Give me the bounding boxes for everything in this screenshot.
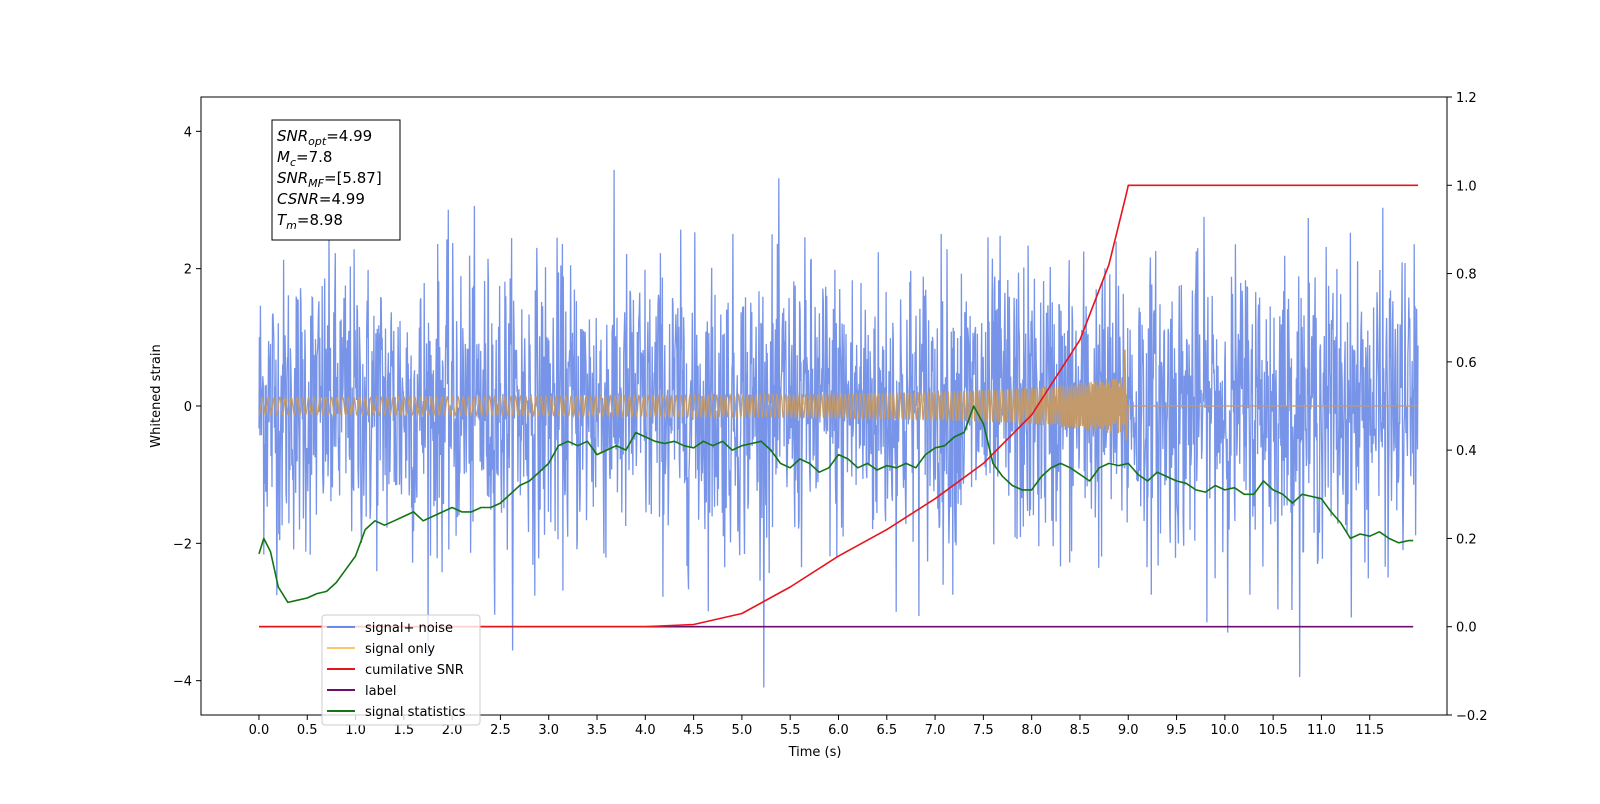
- legend-label: signal only: [365, 642, 435, 657]
- y2-tick-label: 0.6: [1456, 356, 1477, 371]
- series-signal-statistics: [258, 405, 1414, 604]
- x-tick-label: 9.0: [1118, 723, 1139, 738]
- x-tick-label: 0.5: [297, 723, 318, 738]
- x-tick-label: 4.0: [635, 723, 656, 738]
- plot-data: [258, 169, 1419, 688]
- y-tick-label: 4: [184, 125, 192, 140]
- y2-tick-label: 0.8: [1456, 268, 1477, 283]
- y2-tick-label: −0.2: [1456, 709, 1488, 724]
- y2-tick-label: 0.2: [1456, 532, 1477, 547]
- axes: 0.0 0.5 1.0 1.5 2.0 2.5 3.0 3.5 4.0 4.5 5.0 5.5 6.0 6…: [173, 91, 1488, 738]
- plot-area: [258, 169, 1419, 688]
- y-tick-label: 0: [184, 400, 192, 415]
- x-tick-label: 11.5: [1355, 723, 1384, 738]
- y-axis-label: Whitened strain: [149, 344, 164, 447]
- x-tick-label: 5.5: [780, 723, 801, 738]
- x-axis-label: Time (s): [788, 745, 842, 760]
- series-signal-noise: [258, 169, 1419, 688]
- y-tick-label: −2: [173, 537, 192, 552]
- legend-label: signal+ noise: [365, 621, 453, 636]
- legend-frame: [321, 614, 481, 726]
- x-tick-label: 11.0: [1307, 723, 1336, 738]
- x-tick-label: 3.0: [538, 723, 559, 738]
- info-line: Tm=8.98: [277, 211, 343, 232]
- x-tick-label: 4.5: [683, 723, 704, 738]
- legend-label: signal statistics: [365, 705, 466, 720]
- legend-label: label: [365, 684, 396, 699]
- legend: signal+ noise signal only cumilative SNR la…: [321, 614, 481, 726]
- x-tick-label: 10.5: [1259, 723, 1288, 738]
- y2-tick-label: 0.4: [1456, 444, 1477, 459]
- x-tick-label: 1.5: [393, 723, 414, 738]
- y2-tick-label: 1.2: [1456, 91, 1477, 106]
- info-line: SNRopt=4.99: [277, 127, 372, 148]
- x-tick-label: 6.5: [876, 723, 897, 738]
- x-tick-label: 10.0: [1210, 723, 1239, 738]
- series-cumulative-snr: [259, 184, 1418, 628]
- x-tick-label: 9.5: [1166, 723, 1187, 738]
- x-tick-label: 8.0: [1021, 723, 1042, 738]
- info-line: Mc=7.8: [277, 148, 332, 169]
- x-tick-label: 6.0: [828, 723, 849, 738]
- series-signal-only: [258, 378, 1418, 434]
- y-tick-label: −4: [173, 675, 192, 690]
- x-tick-label: 7.0: [925, 723, 946, 738]
- y-tick-label: 2: [184, 263, 192, 278]
- legend-label: cumilative SNR: [365, 663, 464, 678]
- x-tick-label: 1.0: [345, 723, 366, 738]
- x-tick-label: 8.5: [1070, 723, 1091, 738]
- info-line: CSNR=4.99: [277, 190, 365, 208]
- info-line: SNRMF=[5.87]: [277, 169, 382, 190]
- x-tick-label: 3.5: [587, 723, 608, 738]
- y2-tick-label: 1.0: [1456, 179, 1477, 194]
- signal-merger-peak: [1122, 349, 1130, 441]
- x-tick-label: 0.0: [249, 723, 270, 738]
- y2-tick-label: 0.0: [1456, 621, 1477, 636]
- x-tick-label: 2.0: [442, 723, 463, 738]
- x-tick-label: 7.5: [973, 723, 994, 738]
- info-box-frame: [271, 119, 401, 241]
- x-tick-label: 2.5: [490, 723, 511, 738]
- x-tick-label: 5.0: [732, 723, 753, 738]
